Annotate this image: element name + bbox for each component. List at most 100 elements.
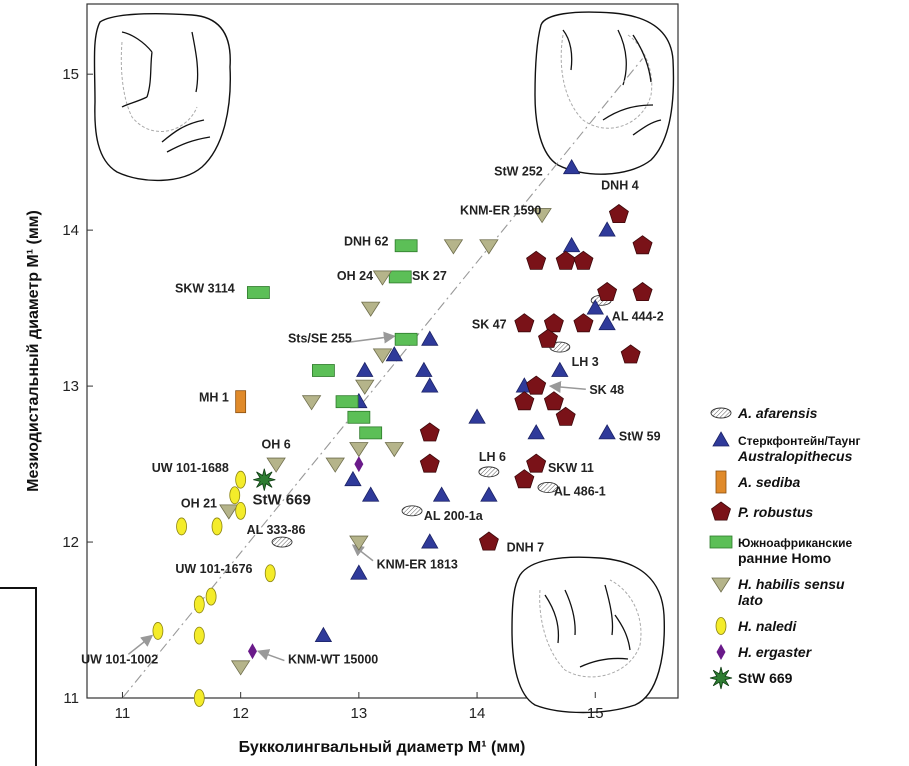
legend-label: Стеркфонтейн/Таунг xyxy=(738,434,860,448)
data-point-australopithecus xyxy=(432,486,451,502)
point-label: SK 27 xyxy=(412,269,447,283)
annotation-arrow xyxy=(548,381,586,393)
data-point-robustus xyxy=(573,250,594,270)
data-point-robustus xyxy=(526,250,547,270)
data-point-australopithecus xyxy=(350,564,368,580)
data-point-habilis xyxy=(372,348,393,364)
annotation-arrow xyxy=(346,331,396,344)
legend-entry-afarensis: A. afarensis xyxy=(710,405,818,421)
point-label: AL 200-1a xyxy=(424,509,484,523)
legend-label: H. naledi xyxy=(738,618,797,634)
point-label: StW 252 xyxy=(494,165,543,179)
legend-marker-habilis xyxy=(711,577,731,593)
data-point-early_homo xyxy=(394,332,418,346)
data-point-habilis xyxy=(349,535,369,551)
legend-entry-ergaster: H. ergaster xyxy=(716,644,813,660)
data-point-habilis xyxy=(230,660,251,676)
point-label: AL 444-2 xyxy=(612,310,664,324)
point-label: StW 59 xyxy=(619,430,661,444)
tooth-outline-top-right xyxy=(534,11,675,175)
legend-marker-sediba xyxy=(715,470,727,494)
data-point-robustus xyxy=(419,422,440,442)
data-point-sediba xyxy=(235,390,247,414)
data-point-habilis xyxy=(325,457,345,473)
point-label: AL 486-1 xyxy=(554,484,606,498)
data-point-australopithecus xyxy=(421,533,439,549)
legend-label: A. afarensis xyxy=(737,405,818,421)
annotation-arrow xyxy=(256,649,285,662)
data-point-australopithecus xyxy=(551,361,569,377)
legend-entry-naledi: H. naledi xyxy=(715,617,797,635)
data-point-australopithecus xyxy=(598,314,616,331)
legend-entry-robustus: P. robustus xyxy=(711,501,813,521)
data-point-robustus xyxy=(526,375,547,395)
data-point-robustus xyxy=(514,313,535,333)
legend-label: Южноафриканские xyxy=(738,536,852,550)
point-label: OH 24 xyxy=(337,269,373,283)
point-label: SK 47 xyxy=(472,317,507,331)
legend-marker-ergaster xyxy=(716,644,726,660)
data-point-australopithecus xyxy=(415,361,433,377)
legend-label: H. habilis sensu xyxy=(738,576,845,592)
data-point-australopithecus xyxy=(562,158,581,175)
data-point-australopithecus xyxy=(421,377,439,393)
data-point-australopithecus xyxy=(527,424,545,440)
data-point-robustus xyxy=(632,235,653,255)
data-point-naledi xyxy=(193,595,205,614)
y-tick-label: 11 xyxy=(63,690,79,707)
legend-marker-australopithecus xyxy=(712,431,730,447)
data-point-australopithecus xyxy=(480,486,498,502)
data-point-afarensis xyxy=(537,482,559,493)
data-point-australopithecus xyxy=(421,330,439,346)
data-point-naledi xyxy=(235,501,247,520)
x-tick-label: 11 xyxy=(115,705,131,722)
point-label: MH 1 xyxy=(199,391,229,405)
point-label: Sts/SE 255 xyxy=(288,331,352,345)
point-label: UW 101-1002 xyxy=(81,653,158,667)
legend-marker-afarensis xyxy=(710,407,732,419)
data-point-australopithecus xyxy=(361,486,380,502)
legend-marker-robustus xyxy=(711,501,731,521)
page-edge-bracket xyxy=(0,587,37,766)
point-label: OH 21 xyxy=(181,497,217,511)
data-point-australopithecus xyxy=(344,470,362,487)
annotation-arrow xyxy=(127,634,154,655)
data-point-robustus xyxy=(478,531,499,551)
annotation-arrow xyxy=(351,544,374,562)
data-point-early_homo xyxy=(246,286,270,299)
data-point-habilis xyxy=(301,395,322,411)
data-point-robustus xyxy=(597,282,618,302)
data-point-ergaster xyxy=(354,456,364,473)
data-point-robustus xyxy=(543,313,564,333)
point-label: UW 101-1676 xyxy=(175,562,252,576)
legend-label: StW 669 xyxy=(738,670,793,686)
legend-marker-naledi xyxy=(715,617,727,635)
data-point-habilis xyxy=(384,442,405,458)
data-point-naledi xyxy=(264,564,276,583)
legend-label: ранние Homo xyxy=(738,550,831,566)
data-point-early_homo xyxy=(347,410,371,424)
data-point-naledi xyxy=(205,587,217,606)
data-point-australopithecus xyxy=(598,424,616,440)
data-point-naledi xyxy=(176,517,187,536)
legend-label: P. robustus xyxy=(738,504,813,520)
x-tick-label: 15 xyxy=(587,705,604,722)
data-point-naledi xyxy=(211,517,223,536)
reference-line xyxy=(122,58,643,699)
legend-label: lato xyxy=(738,592,763,608)
data-point-robustus xyxy=(555,250,576,270)
point-label: SK 48 xyxy=(589,383,624,397)
data-point-afarensis xyxy=(401,505,423,517)
data-point-habilis xyxy=(360,301,381,317)
data-point-robustus xyxy=(573,313,594,333)
data-point-naledi xyxy=(152,622,164,640)
y-axis-title: Мезиодистальный диаметр M¹ (мм) xyxy=(25,210,42,492)
point-label: UW 101-1688 xyxy=(152,461,229,475)
data-point-australopithecus xyxy=(385,346,404,362)
data-point-robustus xyxy=(543,391,564,411)
data-point-naledi xyxy=(229,486,241,505)
point-label: DNH 62 xyxy=(344,235,389,249)
